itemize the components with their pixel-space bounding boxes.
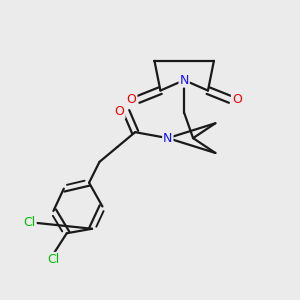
- Text: N: N: [179, 74, 189, 87]
- Text: O: O: [232, 93, 242, 106]
- Text: O: O: [127, 93, 136, 106]
- Text: Cl: Cl: [47, 253, 59, 266]
- Text: Cl: Cl: [23, 216, 36, 229]
- Text: N: N: [163, 132, 172, 145]
- Text: O: O: [115, 105, 124, 118]
